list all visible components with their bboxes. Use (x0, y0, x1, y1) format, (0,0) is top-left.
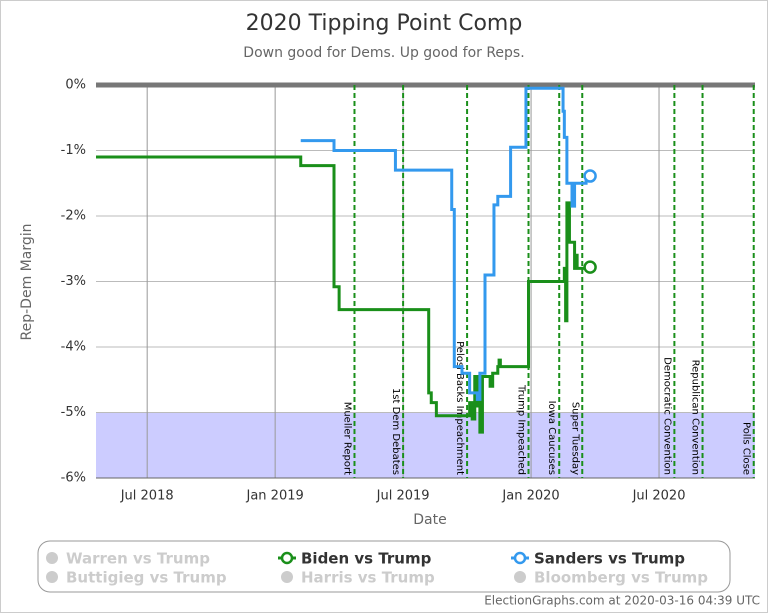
event-label: Mueller Report (341, 402, 352, 475)
legend-box (37, 540, 731, 593)
event-label: Pelosi Backs Impeachment (454, 341, 465, 475)
footer: ElectionGraphs.com at 2020-03-16 04:39 U… (484, 594, 760, 608)
legend-entry[interactable]: Bloomberg vs Trump (534, 569, 708, 587)
legend-entry[interactable]: Warren vs Trump (66, 550, 210, 568)
event-label: Iowa Caucuses (546, 401, 557, 475)
legend-entry[interactable]: Buttigieg vs Trump (66, 569, 227, 587)
series-line (300, 86, 588, 401)
series-line (96, 155, 588, 434)
y-axis-label: Rep-Dem Margin (19, 224, 35, 341)
y-tick-label: -2% (61, 209, 86, 224)
event-label: Trump Impeached (516, 384, 527, 475)
legend-entry[interactable]: Sanders vs Trump (534, 550, 685, 568)
legend-entry[interactable]: Harris vs Trump (301, 569, 435, 587)
event-label: Polls Close (741, 422, 752, 475)
y-tick-label: -5% (61, 405, 86, 420)
legend-marker (514, 571, 526, 583)
y-tick-label: 0% (65, 78, 86, 93)
legend-marker (280, 551, 294, 565)
chart-subtitle: Down good for Dems. Up good for Reps. (243, 45, 524, 61)
event-label: 1st Dem Debates (390, 388, 401, 475)
x-tick-label: Jul 2019 (376, 489, 430, 504)
y-tick-label: -6% (61, 471, 86, 486)
end-marker (583, 260, 597, 274)
x-tick-label: Jul 2018 (120, 489, 174, 504)
event-label: Democratic Convention (661, 357, 672, 475)
x-tick-label: Jan 2020 (501, 489, 559, 504)
end-marker (583, 169, 597, 183)
x-tick-label: Jan 2019 (246, 489, 304, 504)
y-tick-label: -3% (61, 274, 86, 289)
event-label: Super Tuesday (569, 402, 580, 475)
legend-marker (281, 571, 293, 583)
chart-title: 2020 Tipping Point Comp (246, 11, 523, 36)
x-tick-label: Jul 2020 (632, 489, 686, 504)
legend-entry[interactable]: Biden vs Trump (301, 550, 432, 568)
shaded-band (96, 412, 755, 478)
event-label: Republican Convention (690, 360, 701, 475)
legend-marker (46, 552, 58, 564)
x-axis-label: Date (413, 512, 446, 528)
legend-marker (46, 571, 58, 583)
legend-marker (513, 551, 527, 565)
y-tick-label: -1% (61, 143, 86, 158)
y-tick-label: -4% (61, 340, 86, 355)
